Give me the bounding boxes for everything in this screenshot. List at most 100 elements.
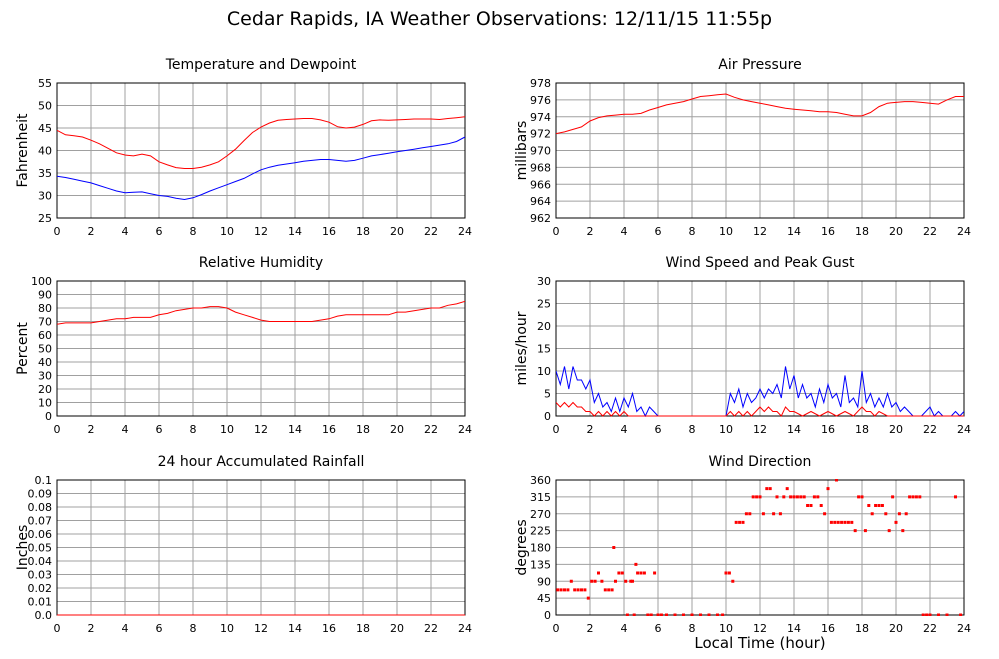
x-tick-label: 12: [753, 423, 767, 436]
y-tick-label: 15: [537, 343, 551, 356]
data-point: [928, 613, 932, 616]
data-point: [642, 571, 646, 575]
data-point: [891, 495, 895, 499]
x-axis-label: Local Time (hour): [694, 634, 826, 652]
x-tick-label: 12: [753, 622, 767, 635]
y-tick-label: 40: [38, 145, 52, 158]
data-point: [918, 495, 922, 499]
x-tick-label: 4: [122, 622, 129, 635]
data-point: [816, 495, 820, 499]
x-tick-label: 6: [655, 225, 662, 238]
data-point: [874, 504, 878, 507]
x-tick-label: 8: [689, 622, 696, 635]
data-point: [659, 613, 663, 616]
x-tick-label: 2: [88, 423, 95, 436]
data-point: [653, 571, 657, 575]
data-point: [690, 613, 694, 616]
data-point: [857, 495, 861, 499]
x-tick-label: 18: [356, 225, 370, 238]
data-point: [600, 579, 604, 583]
data-point: [887, 529, 891, 533]
x-tick-label: 20: [889, 423, 903, 436]
y-tick-label: 5: [544, 388, 551, 401]
x-tick-label: 22: [424, 225, 438, 238]
data-point: [614, 579, 617, 583]
data-point: [556, 588, 560, 592]
data-point: [636, 571, 640, 575]
data-point: [716, 613, 719, 616]
x-tick-label: 0: [553, 423, 560, 436]
y-tick-label: 40: [38, 356, 52, 369]
data-point: [908, 495, 912, 499]
data-point: [959, 613, 963, 616]
data-point: [744, 512, 748, 516]
data-point: [629, 579, 633, 583]
data-point: [758, 495, 762, 499]
y-axis-label: miles/hour: [514, 311, 530, 385]
x-tick-label: 8: [689, 225, 696, 238]
x-tick-label: 6: [156, 622, 163, 635]
data-point: [631, 579, 634, 583]
data-point: [840, 520, 844, 524]
data-point: [860, 495, 864, 499]
data-point: [809, 504, 813, 507]
data-point: [835, 479, 838, 482]
x-tick-label: 24: [957, 225, 971, 238]
x-tick-label: 18: [356, 622, 370, 635]
x-tick-label: 12: [254, 225, 268, 238]
data-point: [877, 504, 881, 507]
y-tick-label: 0.08: [28, 501, 53, 514]
x-tick-label: 14: [288, 622, 302, 635]
series-line: [556, 401, 964, 417]
x-tick-label: 10: [719, 622, 733, 635]
data-point: [904, 512, 908, 516]
page-title: Cedar Rapids, IA Weather Observations: 1…: [226, 8, 773, 30]
data-point: [792, 495, 796, 499]
data-point: [610, 588, 614, 592]
x-tick-label: 4: [122, 225, 129, 238]
chart-title: Wind Speed and Peak Gust: [666, 255, 855, 271]
data-point: [566, 588, 570, 592]
y-tick-label: 70: [38, 316, 52, 329]
x-tick-label: 4: [621, 225, 628, 238]
x-tick-label: 22: [424, 423, 438, 436]
pressure-chart: 0 2 4 6 8 10 12 14 16 18 20 22 249629649669689709729…: [514, 57, 971, 238]
x-tick-label: 10: [220, 225, 234, 238]
x-tick-label: 8: [689, 423, 696, 436]
data-point: [734, 520, 738, 524]
data-point: [620, 571, 624, 575]
x-tick-label: 6: [156, 225, 163, 238]
data-point: [755, 495, 759, 499]
x-tick-label: 8: [190, 225, 197, 238]
x-tick-label: 10: [220, 423, 234, 436]
chart-title: Relative Humidity: [199, 255, 323, 271]
data-point: [634, 562, 638, 566]
data-point: [569, 579, 573, 583]
data-point: [911, 495, 915, 499]
data-point: [785, 487, 789, 491]
x-tick-label: 20: [390, 423, 404, 436]
data-point: [901, 529, 905, 533]
data-point: [945, 613, 949, 616]
data-point: [833, 520, 837, 524]
y-tick-label: 90: [537, 575, 551, 588]
data-point: [789, 495, 793, 499]
data-point: [751, 495, 755, 499]
plot-frame: [555, 280, 965, 417]
plot-frame: [56, 82, 466, 219]
x-tick-label: 24: [458, 423, 472, 436]
data-point: [563, 588, 566, 592]
rainfall-chart: 0 2 4 6 8 10 12 14 16 18 20 22 240.00.010.020.030.04…: [15, 454, 472, 635]
x-tick-label: 18: [855, 225, 869, 238]
plot-frame: [555, 82, 965, 219]
y-tick-label: 360: [530, 474, 551, 487]
data-point: [799, 495, 803, 499]
y-axis-label: Fahrenheit: [15, 113, 31, 188]
x-tick-label: 16: [322, 225, 336, 238]
x-tick-label: 0: [54, 622, 61, 635]
x-tick-label: 0: [54, 225, 61, 238]
x-tick-label: 2: [587, 622, 594, 635]
x-tick-label: 2: [587, 225, 594, 238]
y-tick-label: 0.06: [28, 528, 53, 541]
data-point: [826, 487, 830, 491]
